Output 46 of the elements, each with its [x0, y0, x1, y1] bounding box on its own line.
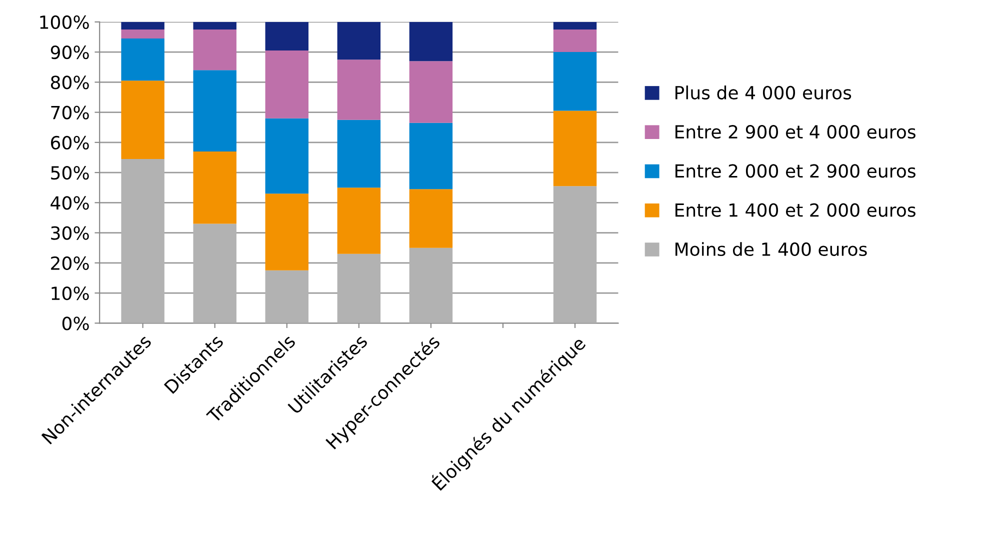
- y-tick-label: 50%: [51, 166, 89, 180]
- y-tick-label: 20%: [51, 256, 89, 270]
- legend-label: Entre 2 000 et 2 900 euros: [676, 164, 916, 178]
- y-tick-label: 100%: [40, 15, 89, 30]
- legend-label: Plus de 4 000 euros: [676, 86, 852, 100]
- bar: [409, 189, 453, 248]
- bar: [121, 80, 164, 159]
- y-tick-label: 30%: [51, 226, 89, 240]
- bar: [337, 188, 381, 254]
- bar: [409, 248, 453, 324]
- y-tick-label: 0%: [62, 316, 89, 330]
- legend-label: Entre 2 900 et 4 000 euros: [676, 124, 916, 139]
- bar: [121, 158, 164, 324]
- bar: [265, 118, 308, 194]
- bar: [337, 60, 381, 120]
- bar: [193, 29, 236, 70]
- bar: [337, 120, 381, 188]
- bar: [553, 186, 597, 324]
- y-tick-label: 10%: [52, 286, 89, 300]
- bar: [553, 29, 597, 52]
- bar: [265, 50, 308, 118]
- bar: [337, 254, 381, 324]
- bar: [409, 22, 453, 62]
- bar: [553, 22, 597, 30]
- y-tick-label: 80%: [50, 76, 89, 90]
- y-tick-label: 90%: [50, 46, 89, 60]
- bar: [409, 61, 453, 123]
- bar: [265, 194, 308, 270]
- y-tick-label: 40%: [50, 196, 89, 210]
- bar: [553, 52, 597, 111]
- bar: [337, 22, 381, 60]
- bar: [121, 29, 164, 38]
- bar: [193, 22, 236, 30]
- legend-label: Entre 1 400 et 2 000 euros: [676, 203, 916, 217]
- bar: [193, 70, 236, 152]
- legend-label: Moins de 1 400 euros: [676, 242, 867, 256]
- y-tick-label: 70%: [51, 106, 89, 120]
- bar: [193, 224, 236, 324]
- bar: [409, 122, 453, 190]
- bar: [265, 22, 308, 51]
- bar: [193, 151, 236, 224]
- bar: [553, 110, 597, 186]
- bar: [121, 38, 164, 81]
- bar: [121, 22, 164, 30]
- y-tick-label: 60%: [50, 136, 89, 150]
- bar: [265, 270, 308, 324]
